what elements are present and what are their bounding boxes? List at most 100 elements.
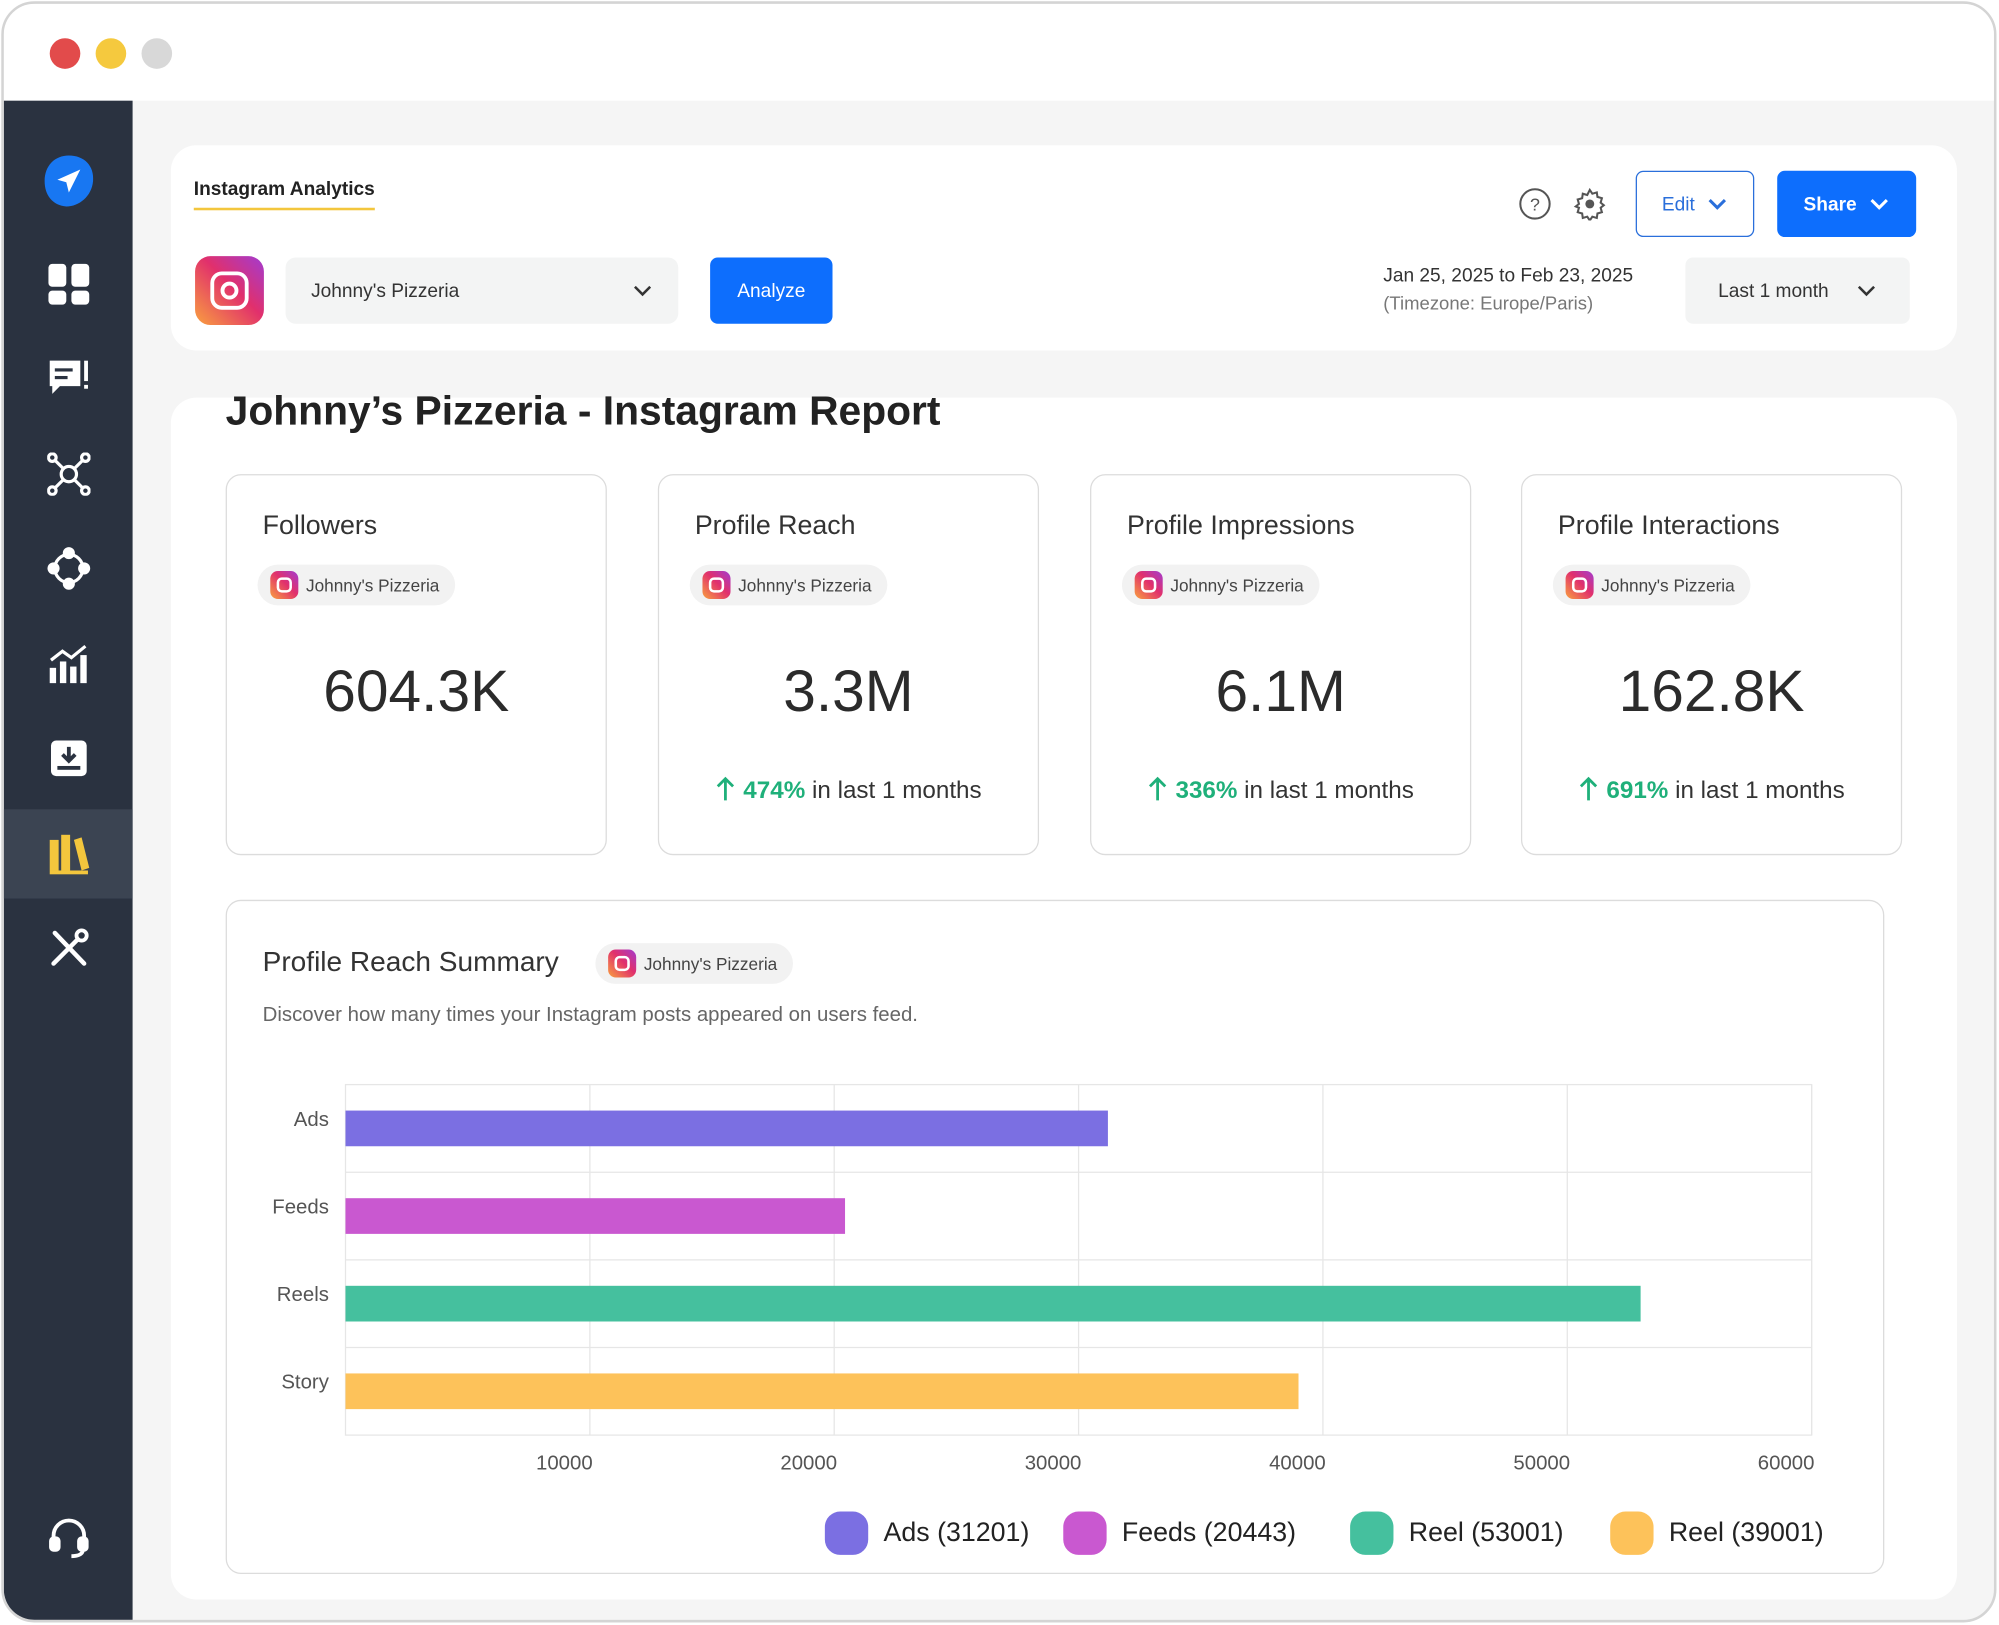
stat-title: Followers — [262, 511, 378, 541]
chevron-down-icon — [1709, 199, 1727, 210]
y-category-label: Story — [281, 1372, 329, 1394]
account-chip: Johnny's Pizzeria — [257, 564, 455, 606]
stat-card: Followers Johnny's Pizzeria 604.3K — [225, 474, 607, 856]
instagram-icon — [1134, 570, 1163, 600]
edit-label: Edit — [1661, 193, 1695, 215]
share-label: Share — [1803, 193, 1857, 215]
legend-swatch — [1350, 1511, 1394, 1555]
stat-title: Profile Interactions — [1557, 511, 1780, 541]
chevron-down-icon — [1870, 199, 1889, 210]
account-chip: Johnny's Pizzeria — [1121, 564, 1320, 606]
analytics-chart-icon[interactable] — [4, 619, 133, 708]
account-chip-label: Johnny's Pizzeria — [1601, 575, 1735, 595]
dashboard-grid-icon[interactable] — [4, 240, 133, 329]
stat-title: Profile Impressions — [1127, 511, 1355, 541]
share-button[interactable]: Share — [1777, 170, 1917, 238]
legend-label: Reel (39001) — [1668, 1517, 1824, 1548]
stat-change-suffix: in last 1 months — [1668, 777, 1845, 805]
instagram-icon — [608, 949, 637, 978]
network-icon[interactable] — [4, 430, 133, 519]
instagram-icon — [1565, 570, 1594, 600]
stat-change: 691% in last 1 months — [1522, 776, 1901, 805]
messages-icon[interactable] — [4, 334, 133, 423]
legend-item[interactable]: Reel (39001) — [1610, 1511, 1824, 1555]
x-tick-label: 60000 — [1758, 1453, 1815, 1475]
legend-item[interactable]: Feeds (20443) — [1063, 1511, 1297, 1555]
y-category-label: Reels — [277, 1284, 329, 1306]
summary-title: Profile Reach Summary — [262, 945, 559, 978]
timezone: (Timezone: Europe/Paris) — [1383, 294, 1594, 315]
bar-story — [345, 1373, 1299, 1410]
legend-swatch — [824, 1511, 869, 1555]
account-chip-label: Johnny's Pizzeria — [305, 575, 440, 595]
account-chip: Johnny's Pizzeria — [1552, 564, 1750, 606]
svg-text:?: ? — [1530, 194, 1540, 214]
account-select[interactable]: Johnny's Pizzeria — [285, 257, 679, 324]
inbox-download-icon[interactable] — [4, 714, 133, 803]
bar-ads — [345, 1110, 1108, 1147]
bar-reels — [345, 1285, 1641, 1322]
logo-paper-plane-icon[interactable] — [4, 136, 133, 225]
stat-change-percent: 691% — [1606, 777, 1669, 805]
stat-change: 474% in last 1 months — [659, 776, 1038, 805]
instagram-icon — [702, 570, 731, 600]
date-range: Jan 25, 2025 to Feb 23, 2025 — [1383, 265, 1634, 287]
account-chip-label: Johnny's Pizzeria — [738, 575, 872, 595]
close-window-button[interactable] — [49, 38, 81, 69]
library-books-icon[interactable] — [3, 809, 133, 899]
legend-item[interactable]: Reel (53001) — [1350, 1511, 1564, 1555]
bar-feeds — [345, 1198, 846, 1234]
stat-value: 162.8K — [1618, 657, 1805, 724]
tools-icon[interactable] — [4, 904, 133, 993]
profile-reach-summary-card — [225, 899, 1885, 1575]
stat-change: 336% in last 1 months — [1091, 776, 1470, 805]
account-chip: Johnny's Pizzeria — [689, 564, 887, 606]
report-title: Johnny’s Pizzeria - Instagram Report — [225, 387, 941, 434]
x-tick-label: 30000 — [1025, 1453, 1082, 1475]
stat-card: Profile Reach Johnny's Pizzeria 3.3M 474… — [657, 474, 1040, 856]
period-select[interactable]: Last 1 month — [1685, 257, 1910, 324]
x-tick-label: 40000 — [1269, 1453, 1326, 1475]
connections-icon[interactable] — [4, 524, 133, 613]
account-chip-label: Johnny's Pizzeria — [1170, 575, 1304, 595]
legend-swatch — [1610, 1511, 1654, 1555]
title-bar — [3, 3, 1994, 101]
x-tick-label: 10000 — [536, 1453, 593, 1475]
period-value: Last 1 month — [1718, 279, 1829, 302]
stat-change-percent: 336% — [1175, 777, 1238, 805]
settings-gear-icon[interactable] — [1573, 187, 1606, 221]
help-icon[interactable]: ? — [1518, 187, 1551, 220]
chevron-down-icon — [1858, 285, 1876, 297]
tab-instagram-analytics[interactable]: Instagram Analytics — [193, 178, 375, 211]
stat-change-percent: 474% — [743, 777, 806, 805]
stat-value: 604.3K — [323, 657, 510, 724]
stat-value: 3.3M — [783, 657, 914, 724]
legend-item[interactable]: Ads (31201) — [824, 1511, 1030, 1555]
legend-swatch — [1063, 1511, 1107, 1555]
minimize-window-button[interactable] — [95, 38, 127, 69]
legend-label: Ads (31201) — [883, 1517, 1030, 1548]
arrow-up-icon — [716, 776, 735, 801]
analyze-button[interactable]: Analyze — [710, 257, 833, 324]
maximize-window-button[interactable] — [141, 38, 173, 69]
sidebar — [3, 100, 133, 1620]
edit-button[interactable]: Edit — [1635, 170, 1755, 238]
legend-label: Reel (53001) — [1408, 1517, 1564, 1548]
account-chip: Johnny's Pizzeria — [595, 943, 793, 984]
account-select-value: Johnny's Pizzeria — [311, 279, 460, 302]
summary-description: Discover how many times your Instagram p… — [262, 1004, 918, 1026]
y-category-label: Feeds — [272, 1196, 329, 1218]
support-headset-icon[interactable] — [4, 1492, 133, 1581]
stat-card: Profile Impressions Johnny's Pizzeria 6.… — [1090, 474, 1472, 856]
instagram-icon — [270, 570, 299, 600]
chevron-down-icon — [633, 285, 652, 297]
x-tick-label: 50000 — [1513, 1453, 1570, 1475]
legend-label: Feeds (20443) — [1121, 1517, 1297, 1548]
account-chip-label: Johnny's Pizzeria — [643, 953, 778, 974]
arrow-up-icon — [1579, 776, 1598, 801]
x-tick-label: 20000 — [780, 1453, 837, 1475]
stat-card: Profile Interactions Johnny's Pizzeria 1… — [1520, 474, 1903, 856]
y-category-label: Ads — [294, 1109, 329, 1131]
stat-value: 6.1M — [1215, 657, 1346, 724]
